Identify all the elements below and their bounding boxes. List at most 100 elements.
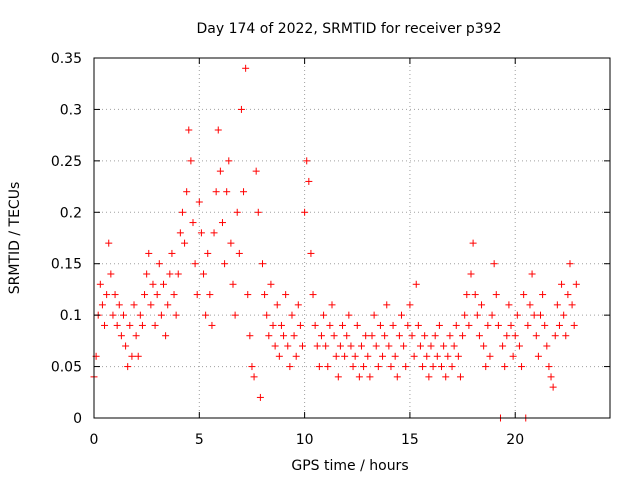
data-point	[492, 291, 500, 299]
data-point	[412, 280, 420, 288]
data-point	[174, 270, 182, 278]
data-point	[235, 249, 243, 257]
data-point	[564, 291, 572, 299]
data-point	[223, 188, 231, 196]
data-point	[450, 342, 458, 350]
data-point	[397, 311, 405, 319]
data-point	[555, 321, 563, 329]
data-point	[368, 332, 376, 340]
data-point	[252, 167, 260, 175]
data-point	[225, 157, 233, 165]
data-point	[105, 239, 113, 247]
data-point	[353, 321, 361, 329]
data-point	[482, 363, 490, 371]
data-point	[406, 301, 414, 309]
data-point	[204, 249, 212, 257]
data-point	[170, 291, 178, 299]
data-point	[263, 311, 271, 319]
data-point	[178, 208, 186, 216]
data-point	[490, 260, 498, 268]
data-point	[362, 332, 370, 340]
data-point	[240, 188, 248, 196]
data-point	[572, 280, 580, 288]
data-point	[214, 126, 222, 134]
y-tick-label: 0.3	[60, 102, 82, 118]
data-point	[543, 342, 551, 350]
data-point	[456, 373, 464, 381]
data-point	[233, 208, 241, 216]
data-point	[549, 383, 557, 391]
data-point	[389, 321, 397, 329]
data-point	[231, 311, 239, 319]
data-point	[119, 311, 127, 319]
data-point	[296, 321, 304, 329]
data-point	[237, 105, 245, 113]
data-point	[503, 332, 511, 340]
data-point	[528, 270, 536, 278]
data-point	[534, 352, 542, 360]
data-point	[395, 332, 403, 340]
data-point	[511, 332, 519, 340]
data-point	[126, 321, 134, 329]
data-point	[427, 342, 435, 350]
data-point	[187, 157, 195, 165]
data-point	[339, 321, 347, 329]
data-point	[501, 363, 509, 371]
data-point	[185, 126, 193, 134]
data-point	[467, 270, 475, 278]
data-point	[153, 291, 161, 299]
data-point	[343, 332, 351, 340]
data-point	[320, 311, 328, 319]
data-point	[330, 332, 338, 340]
data-point	[218, 219, 226, 227]
data-point	[157, 311, 165, 319]
data-point	[299, 342, 307, 350]
data-point	[541, 321, 549, 329]
data-point	[132, 332, 140, 340]
data-point	[419, 363, 427, 371]
data-point	[570, 321, 578, 329]
data-point	[486, 352, 494, 360]
data-point	[566, 260, 574, 268]
data-point	[111, 291, 119, 299]
data-point	[267, 280, 275, 288]
data-point	[286, 363, 294, 371]
data-point	[429, 363, 437, 371]
data-point	[442, 373, 450, 381]
x-tick-label: 10	[296, 432, 314, 448]
data-point	[446, 332, 454, 340]
data-point	[309, 291, 317, 299]
data-points	[90, 64, 580, 422]
data-point	[326, 321, 334, 329]
x-tick-label: 5	[195, 432, 204, 448]
data-point	[282, 291, 290, 299]
data-point	[307, 249, 315, 257]
data-point	[138, 321, 146, 329]
x-tick-label: 15	[401, 432, 419, 448]
y-tick-label: 0	[73, 411, 82, 427]
data-point	[176, 229, 184, 237]
data-point	[515, 342, 523, 350]
data-point	[292, 352, 300, 360]
data-point	[444, 352, 452, 360]
data-point	[275, 352, 283, 360]
data-point	[402, 363, 410, 371]
plot-frame	[93, 57, 611, 419]
data-point	[134, 352, 142, 360]
data-point	[518, 363, 526, 371]
data-point	[376, 321, 384, 329]
data-point	[438, 363, 446, 371]
y-tick-label: 0.35	[51, 51, 82, 67]
data-point	[440, 342, 448, 350]
data-point	[136, 311, 144, 319]
data-point	[494, 321, 502, 329]
data-point	[202, 311, 210, 319]
data-point	[183, 188, 191, 196]
data-point	[336, 342, 344, 350]
data-point	[507, 321, 515, 329]
chart-title: Day 174 of 2022, SRMTID for receiver p39…	[196, 21, 501, 37]
data-point	[216, 167, 224, 175]
data-point	[143, 270, 151, 278]
data-point	[381, 332, 389, 340]
data-point	[162, 332, 170, 340]
